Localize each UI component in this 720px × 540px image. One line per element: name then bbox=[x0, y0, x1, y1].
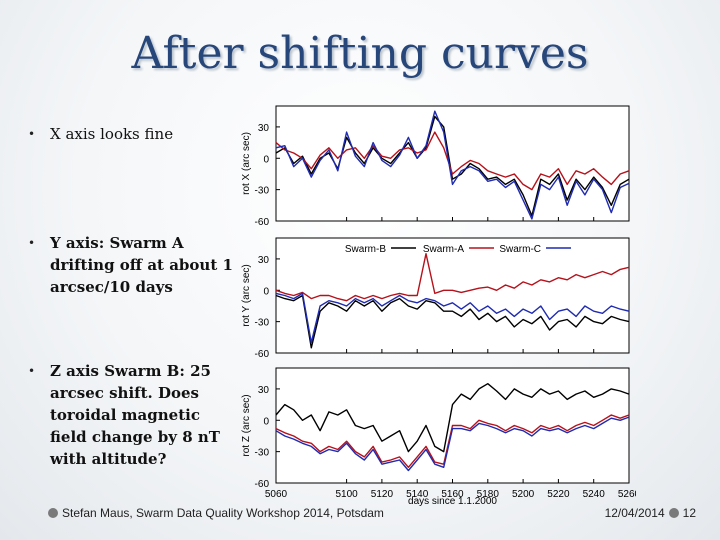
footer-right: 12/04/2014 12 bbox=[605, 506, 696, 520]
x-tick-label: 5120 bbox=[371, 489, 394, 500]
bullet-text: Z axis Swarm B: 25 arcsec shift. Does to… bbox=[50, 362, 220, 468]
x-tick-label: 5240 bbox=[583, 489, 606, 500]
bullet-x-axis: • X axis looks fine bbox=[28, 123, 235, 145]
footer-author: Stefan Maus, Swarm Data Quality Workshop… bbox=[62, 506, 384, 520]
y-tick-label: -30 bbox=[255, 318, 270, 329]
footer: Stefan Maus, Swarm Data Quality Workshop… bbox=[0, 503, 720, 525]
series-line-swarm-a-x bbox=[275, 131, 630, 191]
y-axis-label-y: rot Y (arc sec) bbox=[241, 264, 252, 326]
y-tick-label: 0 bbox=[263, 154, 269, 165]
series-line-swarm-c-y bbox=[275, 292, 630, 344]
x-tick-label: 5260 bbox=[618, 489, 636, 500]
series-line-swarm-c-z bbox=[275, 416, 630, 472]
y-tick-label: -60 bbox=[255, 479, 270, 490]
bullet-text: X axis looks fine bbox=[50, 125, 174, 143]
y-tick-label: -60 bbox=[255, 349, 270, 360]
y-tick-label: 30 bbox=[258, 123, 270, 134]
bullet-y-axis: • Y axis: Swarm A drifting off at about … bbox=[28, 232, 235, 298]
y-tick-label: 0 bbox=[263, 416, 269, 427]
x-tick-label: 5200 bbox=[512, 489, 535, 500]
bullet-text: Y axis: Swarm A drifting off at about 1 … bbox=[50, 234, 233, 296]
plot-frame-x bbox=[275, 105, 630, 222]
legend-label: Swarm-B bbox=[345, 244, 386, 255]
series-line-swarm-b-z bbox=[275, 383, 630, 453]
x-tick-label: 5160 bbox=[441, 489, 464, 500]
series-line-swarm-c-x bbox=[275, 110, 630, 220]
y-axis-label-z: rot Z (arc sec) bbox=[241, 394, 252, 456]
legend-label: Swarm-A bbox=[423, 244, 464, 255]
series-line-swarm-a-y bbox=[275, 252, 630, 302]
series-line-swarm-a-z bbox=[275, 414, 630, 468]
y-tick-label: 0 bbox=[263, 286, 269, 297]
y-tick-label: 30 bbox=[258, 255, 270, 266]
y-tick-label: -30 bbox=[255, 448, 270, 459]
rotation-chart: 30 0 -30 -60 rot X (arc sec) 30 0 -30 -60 rot Y (… bbox=[241, 105, 636, 507]
y-tick-label: -30 bbox=[255, 186, 270, 197]
bullet-z-axis: • Z axis Swarm B: 25 arcsec shift. Does … bbox=[28, 360, 235, 470]
bullet-circle-icon bbox=[48, 508, 58, 518]
x-tick-label: 5100 bbox=[335, 489, 358, 500]
y-axis-label-x: rot X (arc sec) bbox=[241, 132, 252, 195]
plot-frame-y bbox=[275, 237, 630, 354]
x-axis-label: days since 1.1.2000 bbox=[408, 496, 497, 507]
bullet-dot: • bbox=[28, 236, 36, 250]
page-number: 12 bbox=[682, 506, 696, 520]
bullet-circle-icon bbox=[668, 508, 679, 518]
series-line-swarm-b-y bbox=[275, 294, 630, 349]
legend-label: Swarm-C bbox=[499, 244, 541, 255]
y-tick-label: -60 bbox=[255, 217, 270, 228]
x-tick-label: 5180 bbox=[477, 489, 500, 500]
y-tick-label: 30 bbox=[258, 385, 270, 396]
footer-left: Stefan Maus, Swarm Data Quality Workshop… bbox=[44, 506, 384, 520]
slide-title: After shifting curves bbox=[131, 28, 589, 79]
footer-date: 12/04/2014 bbox=[604, 506, 665, 520]
bullet-dot: • bbox=[28, 364, 36, 378]
x-tick-label: 5220 bbox=[547, 489, 570, 500]
x-tick-label: 5140 bbox=[406, 489, 429, 500]
bullet-dot: • bbox=[28, 127, 36, 141]
x-tick-label: 5060 bbox=[265, 489, 288, 500]
